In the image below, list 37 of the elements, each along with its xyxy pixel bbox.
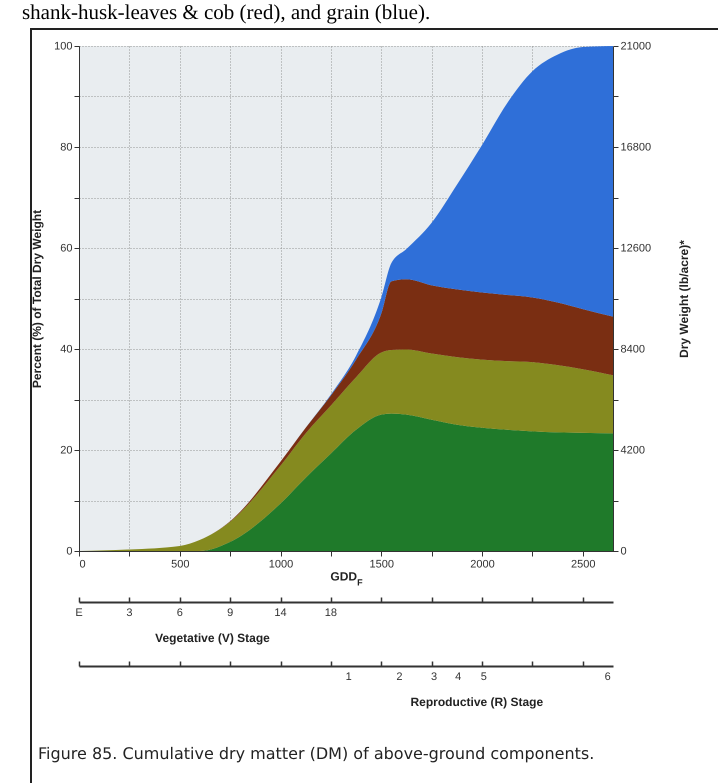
y2-tick-label: 16800 [620, 142, 652, 154]
text: 1 [346, 671, 352, 683]
caption: Figure 85. Cumulative dry matter (DM) of above-ground components. [38, 744, 594, 763]
y-tick-label: 100 [54, 40, 72, 52]
y-tick-label: 20 [60, 444, 72, 456]
x-tick-label: 2000 [470, 558, 495, 570]
text: Reproductive (R) Stage [410, 695, 544, 709]
text: 3 [431, 671, 438, 683]
x-tick-label: 500 [171, 558, 190, 570]
annotation: 6 [176, 607, 183, 619]
y-tick-label: 40 [60, 344, 72, 356]
y2-tick-label: 0 [620, 546, 627, 558]
annotation: 9 [227, 607, 234, 619]
y2-tick-label: 8400 [620, 344, 645, 356]
x-axis-title: GDD$_{F}$ [330, 570, 364, 588]
x-tick-label: 1000 [268, 558, 294, 570]
text: 6 [604, 671, 611, 683]
y2-axis-title: Dry Weight (lb/acre)* [677, 240, 692, 358]
annotation: 14 [274, 607, 287, 619]
x-tick-label: 1500 [370, 558, 394, 570]
y2-tick-label: 4200 [620, 444, 645, 456]
text: 2 [396, 671, 402, 683]
chart-title: shank-husk-leaves & cob (red), and grain (blue). [22, 0, 430, 25]
text: Vegetative (V) Stage [155, 631, 270, 645]
y-axis-title: Percent (%) of Total Dry Weight [30, 210, 44, 388]
annotation: E [75, 607, 83, 619]
y-tick-label: 80 [60, 142, 72, 154]
annotation: 3 [126, 607, 132, 619]
text: 5 [480, 671, 487, 683]
text: 4 [455, 671, 462, 683]
x-tick-label: 0 [80, 558, 86, 570]
y2-tick-label: 21000 [620, 40, 652, 52]
x-tick-label: 2500 [571, 558, 596, 570]
y-tick-label: 60 [60, 242, 72, 254]
annotation: 18 [324, 607, 338, 619]
y-tick-label: 0 [66, 546, 72, 558]
y2-tick-label: 12600 [620, 242, 652, 254]
